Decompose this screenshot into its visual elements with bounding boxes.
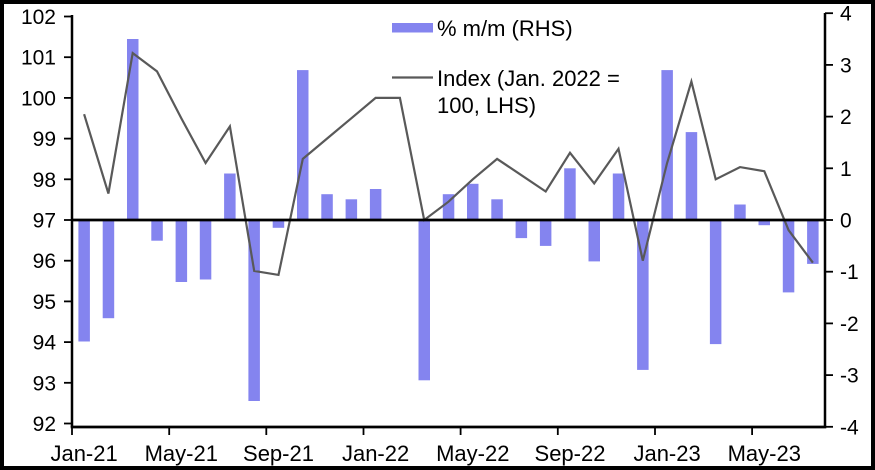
x-tick-label: May-22	[436, 441, 509, 466]
bar-Sep-22	[564, 168, 576, 220]
lhs-tick-label: 101	[21, 47, 56, 70]
bar-Feb-23	[685, 132, 698, 220]
rhs-tick-label: 1	[840, 158, 852, 181]
bar-Jul-22	[515, 220, 528, 239]
x-tick-label: May-21	[145, 441, 218, 466]
legend: % m/m (RHS) Index (Jan. 2022 = 100, LHS)	[392, 16, 620, 118]
legend-bar-label: % m/m (RHS)	[437, 16, 573, 41]
lhs-tick-label: 100	[21, 87, 56, 110]
rhs-tick-label: -1	[840, 261, 859, 284]
legend-line-label-line2: 100, LHS)	[437, 93, 536, 118]
x-tick-label: Jan-23	[633, 441, 700, 466]
bar-Jul-23	[807, 220, 819, 264]
bar-Mar-21	[127, 39, 139, 220]
bar-Jan-22	[369, 189, 382, 220]
rhs-tick-label: -4	[840, 416, 859, 439]
rhs-tick-label: -3	[840, 365, 859, 388]
bar-Jun-22	[491, 199, 503, 220]
lhs-tick-label: 93	[33, 372, 56, 395]
rhs-tick-label: 3	[840, 54, 852, 77]
bar-May-22	[467, 183, 479, 220]
lhs-tick-label: 99	[33, 128, 56, 151]
bar-Jun-23	[782, 220, 795, 293]
x-tick-label: Jan-21	[50, 441, 117, 466]
rhs-tick-label: 0	[840, 210, 852, 233]
line-layer	[83, 51, 814, 277]
rhs-tick-label: 2	[840, 106, 852, 129]
bar-Jul-21	[224, 173, 236, 220]
legend-line-label-line1: Index (Jan. 2022 =	[437, 66, 620, 91]
bar-Apr-22	[442, 194, 455, 221]
index-line	[83, 51, 814, 277]
lhs-tick-label: 97	[33, 210, 56, 233]
bar-Apr-23	[734, 204, 746, 220]
x-tick-label: Sep-21	[243, 441, 314, 466]
x-tick-label: Jan-22	[342, 441, 409, 466]
lhs-tick-label: 94	[33, 332, 57, 355]
bar-Nov-21	[321, 194, 333, 221]
bar-Jan-21	[78, 220, 90, 342]
x-tick-label: May-23	[728, 441, 801, 466]
bar-Aug-21	[248, 220, 260, 401]
lhs-tick-label: 92	[33, 413, 56, 436]
bar-Apr-21	[151, 220, 163, 241]
bar-Feb-21	[102, 220, 115, 319]
x-tick-label: Sep-22	[535, 441, 606, 466]
bar-Aug-22	[539, 220, 552, 246]
lhs-tick-label: 98	[33, 169, 56, 192]
bar-Jan-23	[661, 70, 673, 220]
bar-Oct-22	[588, 220, 600, 262]
rhs-tick-label: -2	[840, 313, 859, 336]
axes-layer	[64, 12, 833, 435]
labels-layer: 92 93 94 95 96 97 98 99 100 101 102 -4 -3 -2 -1 0 1 2 3 4 Ja…	[21, 3, 859, 466]
bars-layer	[78, 39, 819, 401]
rhs-tick-label: 4	[840, 3, 852, 26]
lhs-tick-label: 95	[33, 291, 56, 314]
bar-Oct-21	[297, 70, 309, 220]
bar-Dec-21	[345, 199, 358, 220]
bar-Mar-22	[418, 220, 430, 381]
lhs-tick-label: 96	[33, 250, 56, 273]
bar-May-21	[175, 220, 188, 282]
bar-Jun-21	[199, 220, 212, 280]
bar-Nov-22	[612, 173, 625, 220]
bar-Dec-22	[637, 220, 649, 370]
bar-Sep-21	[272, 220, 285, 228]
bar-Mar-23	[709, 220, 722, 345]
lhs-tick-label: 102	[21, 6, 56, 29]
legend-bar-swatch-icon	[392, 23, 433, 33]
bar-May-23	[758, 220, 770, 226]
